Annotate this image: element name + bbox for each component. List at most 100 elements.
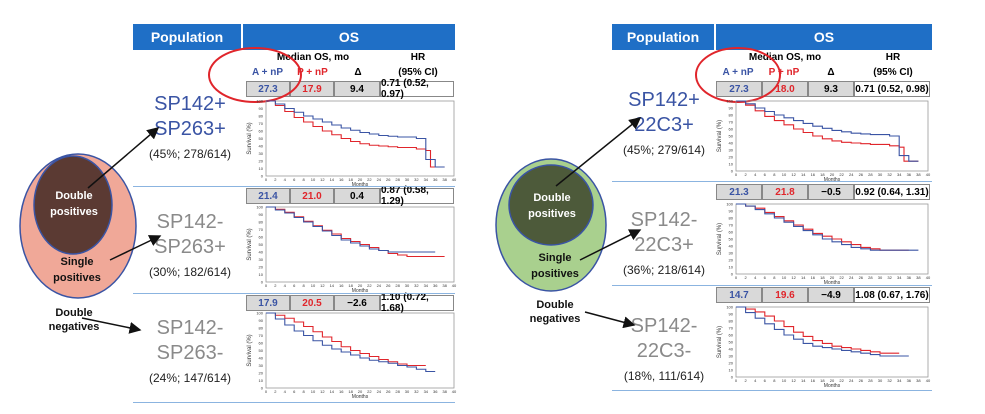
x-tick-label: 0 xyxy=(735,275,738,280)
x-tick-label: 26 xyxy=(859,172,864,177)
plot-frame xyxy=(265,206,455,283)
x-tick-label: 14 xyxy=(801,172,806,177)
x-tick-label: 12 xyxy=(791,378,796,383)
y-tick-label: 10 xyxy=(259,378,264,383)
x-tick-label: 22 xyxy=(839,275,844,280)
x-tick-label: 10 xyxy=(311,177,316,182)
y-tick-label: 50 xyxy=(729,340,734,345)
plot-frame xyxy=(735,100,929,172)
median-p: 17.9 xyxy=(290,81,334,97)
y-tick-label: 10 xyxy=(729,162,734,167)
hr-value: 0.92 (0.64, 1.31) xyxy=(854,184,930,200)
x-axis-label: Months xyxy=(352,394,369,400)
x-tick-label: 4 xyxy=(754,275,757,280)
median-p: 19.6 xyxy=(762,287,808,303)
hr-header: HR xyxy=(410,52,426,63)
x-tick-label: 6 xyxy=(764,275,767,280)
x-tick-label: 34 xyxy=(897,172,902,177)
y-axis-label: Survival (%) xyxy=(247,334,253,366)
population-label-3: SP142- 22C3- (18%, 111/614) xyxy=(623,315,705,383)
x-tick-label: 40 xyxy=(452,389,457,394)
plot-frame xyxy=(735,203,929,275)
x-tick-label: 34 xyxy=(897,275,902,280)
x-tick-label: 36 xyxy=(907,275,912,280)
y-tick-label: 60 xyxy=(259,341,264,346)
arm-p-header: P + nP xyxy=(768,67,800,78)
x-tick-label: 28 xyxy=(868,275,873,280)
x-tick-label: 26 xyxy=(859,275,864,280)
x-tick-label: 16 xyxy=(339,177,344,182)
x-tick-label: 20 xyxy=(830,378,835,383)
x-tick-label: 36 xyxy=(907,172,912,177)
arrow xyxy=(579,229,642,261)
y-tick-label: 90 xyxy=(259,212,264,217)
y-axis-label: Survival (%) xyxy=(247,122,253,154)
x-tick-label: 12 xyxy=(320,177,325,182)
x-tick-label: 20 xyxy=(358,283,363,288)
x-tick-label: 30 xyxy=(405,283,410,288)
x-tick-label: 2 xyxy=(744,275,747,280)
row-separator xyxy=(133,402,455,403)
km-curve-a-np xyxy=(266,312,436,373)
hr-value: 1.10 (0.72, 1.68) xyxy=(380,292,454,314)
x-tick-label: 12 xyxy=(320,283,325,288)
x-tick-label: 26 xyxy=(386,283,391,288)
x-tick-label: 40 xyxy=(452,177,457,182)
x-tick-label: 32 xyxy=(414,389,419,394)
x-tick-label: 28 xyxy=(395,283,400,288)
y-tick-label: 10 xyxy=(259,166,264,171)
x-tick-label: 8 xyxy=(773,172,776,177)
arrow xyxy=(87,127,160,189)
y-tick-label: 90 xyxy=(729,312,734,317)
x-tick-label: 6 xyxy=(293,177,296,182)
arm-p-header: P + nP xyxy=(297,67,328,78)
x-tick-label: 30 xyxy=(405,389,410,394)
plot-frame xyxy=(735,306,929,378)
highlight-oval-right xyxy=(695,47,781,103)
y-tick-label: 60 xyxy=(259,235,264,240)
x-tick-label: 20 xyxy=(358,177,363,182)
double-positive-circle-right xyxy=(508,164,594,246)
x-tick-label: 2 xyxy=(274,283,277,288)
arm-a-header: A + nP xyxy=(251,67,284,78)
y-tick-label: 20 xyxy=(729,258,734,263)
x-tick-label: 32 xyxy=(414,177,419,182)
median-os-header: Median OS, mo xyxy=(276,52,350,63)
y-tick-label: 100 xyxy=(726,305,733,310)
y-tick-label: 40 xyxy=(259,356,264,361)
x-tick-label: 20 xyxy=(358,389,363,394)
x-tick-label: 14 xyxy=(330,177,335,182)
delta-value: −0.5 xyxy=(808,184,854,200)
km-curve-a-np xyxy=(736,306,909,357)
delta-value: 0.4 xyxy=(334,188,380,204)
double-negatives-label: Double negatives xyxy=(48,307,100,333)
y-tick-label: 60 xyxy=(259,129,264,134)
x-tick-label: 24 xyxy=(849,275,854,280)
hr-value: 0.71 (0.52, 0.97) xyxy=(380,78,454,100)
row-separator xyxy=(612,390,932,391)
y-tick-label: 80 xyxy=(729,113,734,118)
km-curve-p-np xyxy=(736,203,909,251)
x-tick-label: 20 xyxy=(830,172,835,177)
x-tick-label: 32 xyxy=(887,172,892,177)
median-p: 21.0 xyxy=(290,188,334,204)
delta-value: 9.3 xyxy=(808,81,854,97)
y-tick-label: 30 xyxy=(259,363,264,368)
x-tick-label: 36 xyxy=(907,378,912,383)
x-tick-label: 34 xyxy=(424,177,429,182)
arrow xyxy=(584,311,636,329)
x-tick-label: 40 xyxy=(926,275,931,280)
x-tick-label: 10 xyxy=(311,283,316,288)
x-tick-label: 6 xyxy=(293,283,296,288)
x-axis-label: Months xyxy=(824,280,841,286)
x-tick-label: 38 xyxy=(916,275,921,280)
y-tick-label: 80 xyxy=(729,319,734,324)
x-tick-label: 16 xyxy=(811,275,816,280)
row-separator xyxy=(612,181,932,182)
